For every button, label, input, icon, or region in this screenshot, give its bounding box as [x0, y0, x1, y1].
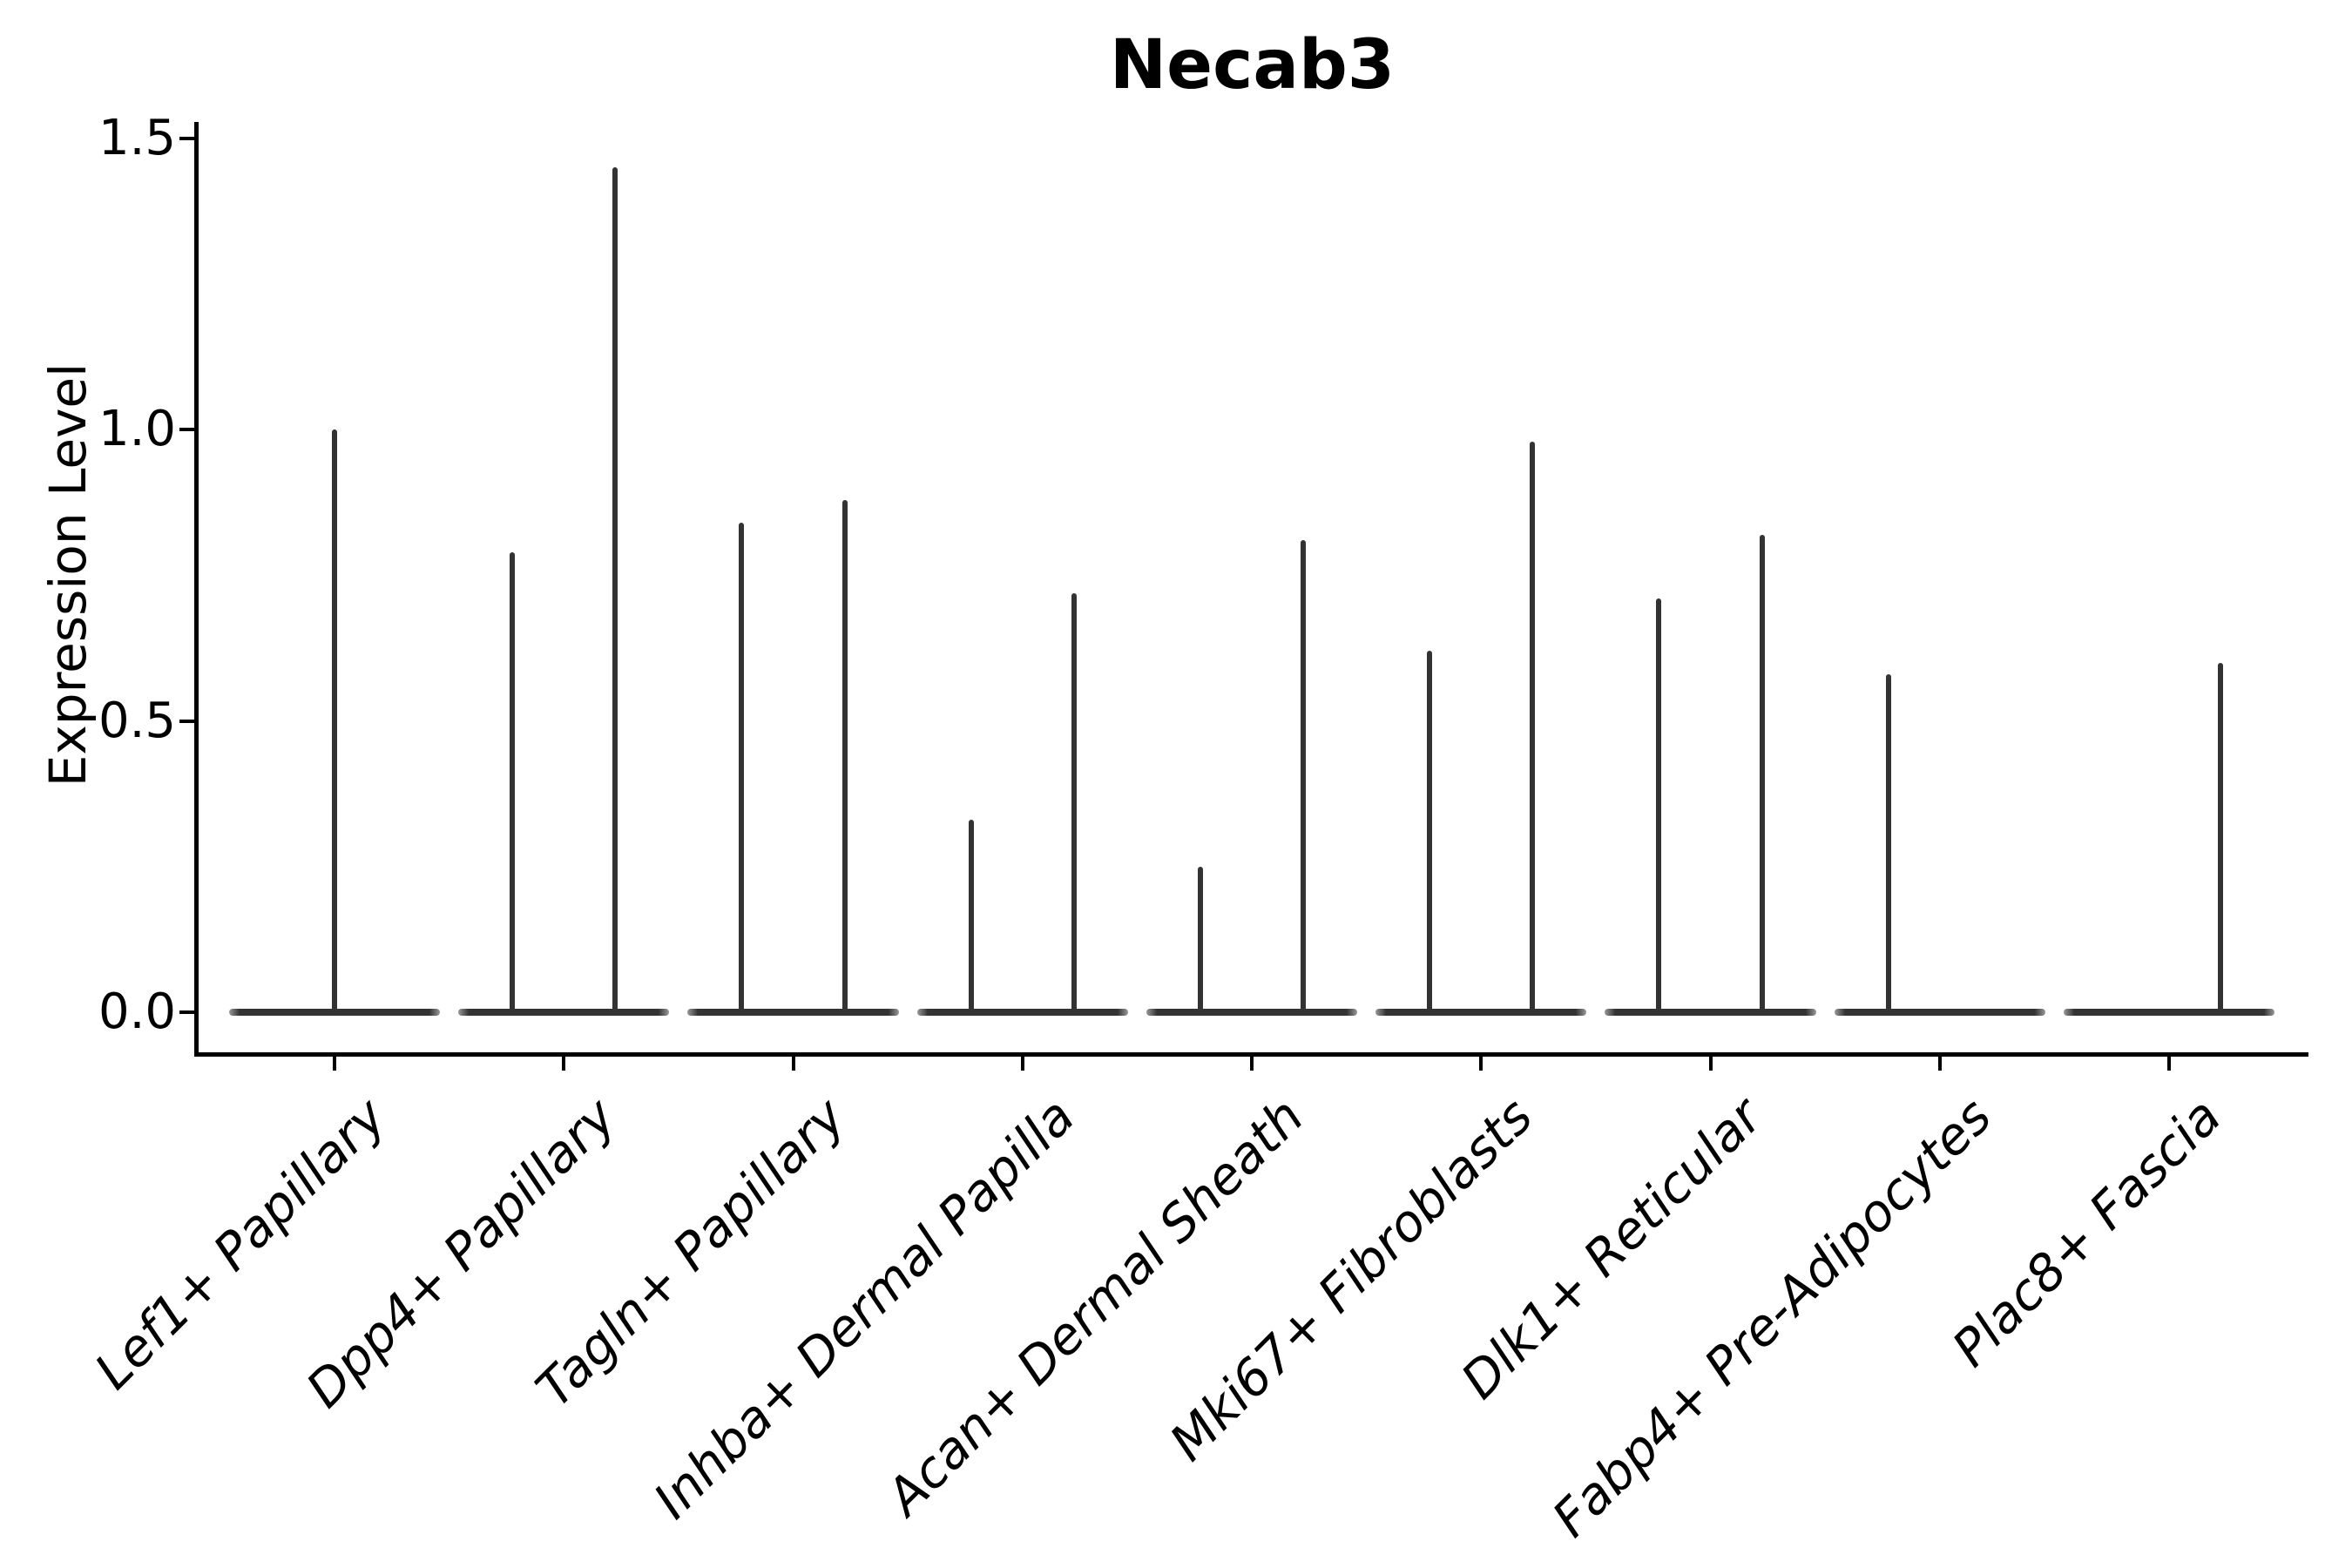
y-tick	[179, 428, 194, 432]
y-tick	[179, 1010, 194, 1014]
violin-baseline	[687, 1009, 899, 1016]
y-tick-label: 0.5	[98, 692, 176, 749]
x-tick	[791, 1056, 795, 1071]
x-tick	[2167, 1056, 2171, 1071]
x-tick	[1479, 1056, 1484, 1071]
violin-spike	[510, 551, 516, 1015]
y-tick	[179, 719, 194, 723]
x-tick	[333, 1056, 336, 1071]
y-tick-label: 1.5	[98, 109, 176, 166]
x-tick	[1937, 1056, 1942, 1071]
x-tick-label: Inhba+ Dermal Papilla	[641, 1086, 1086, 1531]
violin-spike	[2218, 662, 2224, 1015]
x-tick-label: Acan+ Dermal Sheath	[875, 1086, 1315, 1527]
violin-spike	[1759, 534, 1765, 1015]
y-tick-label: 1.0	[98, 401, 176, 458]
violin-spike	[612, 167, 618, 1015]
x-tick	[1708, 1056, 1713, 1071]
violin-spike	[1427, 651, 1433, 1015]
violin-spike	[1530, 441, 1536, 1015]
violin-baseline	[1834, 1009, 2045, 1016]
violin-baseline	[1146, 1009, 1358, 1016]
x-tick	[1250, 1056, 1254, 1071]
violin-spike	[968, 820, 974, 1015]
violin-spike	[1656, 598, 1662, 1015]
violin-spike	[1301, 540, 1307, 1015]
y-tick	[179, 136, 194, 140]
chart-title: Necab3	[1109, 26, 1396, 105]
violin-spike	[332, 429, 337, 1015]
violin-spike	[739, 523, 745, 1015]
x-tick-label: Fabp4+ Pre-Adipocytes	[1541, 1086, 2004, 1549]
x-axis-spine	[193, 1051, 2308, 1057]
violin-baseline	[2063, 1009, 2275, 1016]
violin-baseline	[1375, 1009, 1587, 1016]
violin-spike	[1197, 866, 1203, 1015]
violin-baseline	[1605, 1009, 1816, 1016]
x-tick	[1020, 1056, 1024, 1071]
violin-baseline	[916, 1009, 1128, 1016]
violin-baseline	[458, 1009, 670, 1016]
violin-spike	[1885, 674, 1891, 1015]
y-axis-spine	[193, 122, 199, 1057]
violin-spike	[841, 499, 848, 1015]
x-tick	[562, 1056, 566, 1071]
violin-spike	[1071, 592, 1077, 1015]
y-tick-label: 0.0	[98, 983, 176, 1040]
